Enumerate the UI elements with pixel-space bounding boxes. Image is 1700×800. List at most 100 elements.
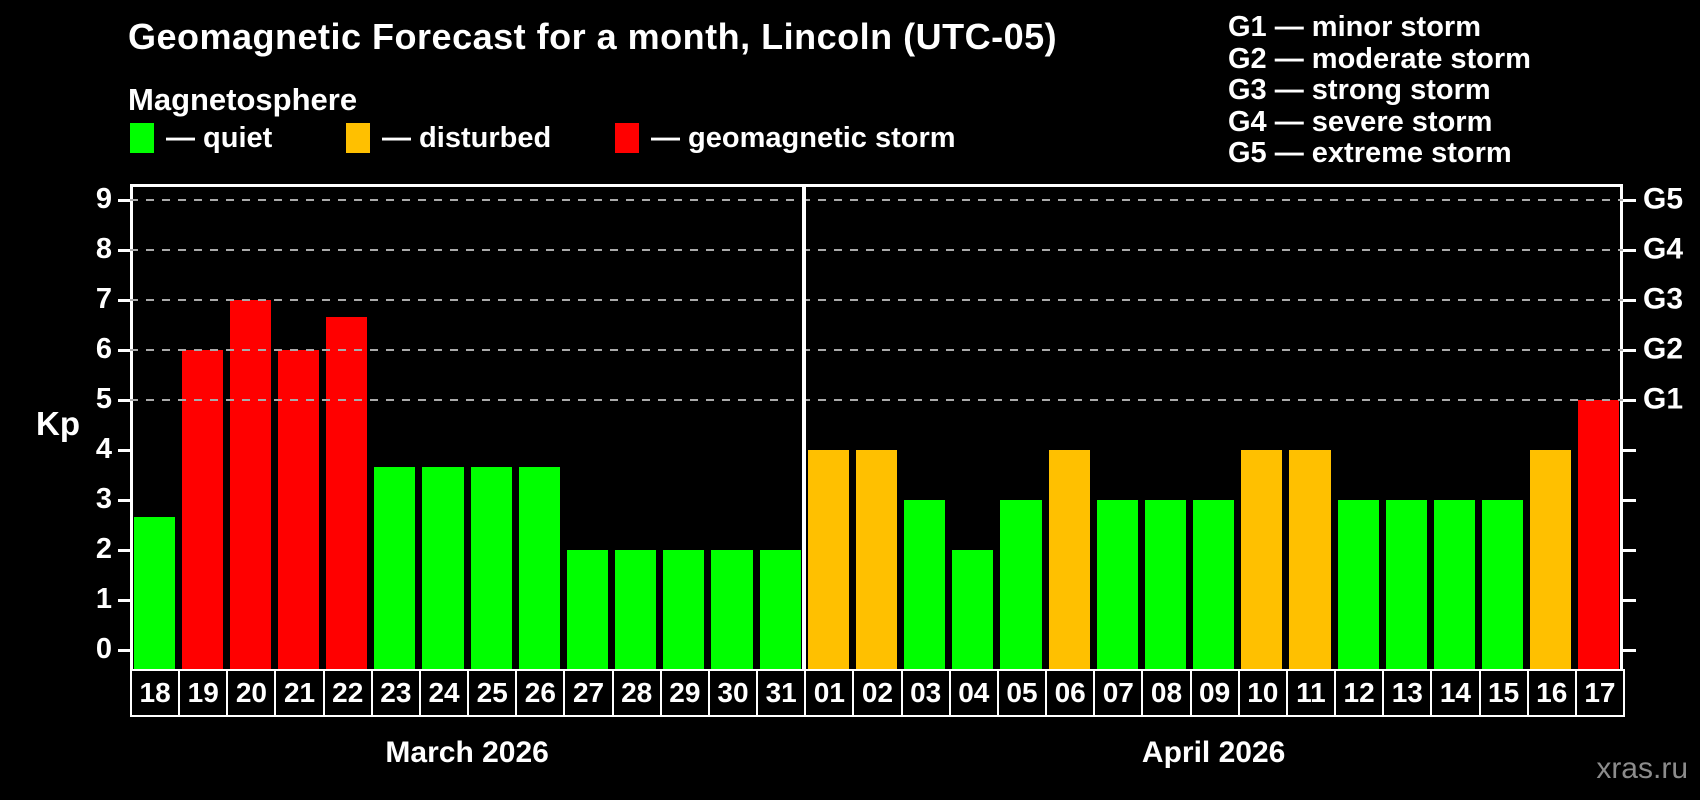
y-tick-label-4: 4	[95, 432, 112, 465]
y-tick-label-3: 3	[95, 482, 112, 515]
day-label-cell: 14	[1430, 669, 1481, 717]
legend-label-quiet: — quiet	[166, 121, 273, 154]
left-tick-9	[118, 199, 130, 202]
right-tick-4	[1623, 449, 1636, 452]
g-axis-label-g2: G2	[1643, 332, 1684, 366]
legend-label-storm: — geomagnetic storm	[651, 121, 956, 154]
kp-bar-day-11	[1289, 450, 1331, 669]
kp-bar-day-05	[1000, 500, 1042, 669]
month-label: April 2026	[1141, 736, 1286, 769]
kp-bar-day-16	[1530, 450, 1572, 669]
day-label-cell: 15	[1478, 669, 1529, 717]
month-separator	[802, 184, 807, 669]
day-label-cell: 03	[900, 669, 951, 717]
kp-bar-day-04	[952, 550, 994, 669]
right-tick-9	[1623, 199, 1636, 202]
day-label-cell: 31	[756, 669, 807, 717]
kp-bar-day-25	[470, 466, 512, 669]
right-tick-8	[1623, 249, 1636, 252]
left-tick-2	[118, 549, 130, 552]
kp-bar-day-17	[1578, 400, 1620, 669]
legend-swatch-quiet-icon	[130, 123, 154, 153]
right-tick-7	[1623, 299, 1636, 302]
g-scale-item: G2 — moderate storm	[1228, 42, 1531, 75]
left-tick-0	[118, 649, 130, 652]
g-scale-item: G3 — strong storm	[1228, 74, 1491, 106]
day-label-cell: 27	[563, 669, 614, 717]
grid-line-kp-5	[130, 399, 1623, 401]
kp-bar-day-06	[1048, 450, 1090, 669]
left-tick-6	[118, 349, 130, 352]
day-label-cell: 09	[1189, 669, 1240, 717]
g-scale-item: G4 — severe storm	[1228, 105, 1493, 138]
kp-bar-day-31	[759, 550, 801, 669]
kp-bar-day-23	[374, 466, 416, 669]
legend-swatch-storm-icon	[615, 123, 639, 153]
day-label-cell: 28	[611, 669, 662, 717]
g-axis-label-g5: G5	[1643, 182, 1684, 216]
plot-border-left	[130, 184, 133, 669]
day-label-cell: 01	[804, 669, 855, 717]
right-tick-0	[1623, 649, 1636, 652]
left-tick-5	[118, 399, 130, 402]
left-tick-1	[118, 599, 130, 602]
day-label-cell: 10	[1237, 669, 1288, 717]
kp-axis-title: Kp	[36, 405, 80, 442]
kp-bar-day-28	[615, 550, 657, 669]
kp-bar-day-13	[1385, 500, 1427, 669]
day-label-cell: 06	[1045, 669, 1096, 717]
g-scale-legend: G1 — minor storm G2 — moderate storm G3 — …	[1228, 11, 1531, 170]
left-tick-8	[118, 249, 130, 252]
day-label-cell: 12	[1334, 669, 1385, 717]
y-tick-label-7: 7	[95, 282, 112, 315]
legend-label-disturbed: — disturbed	[382, 121, 552, 154]
kp-bar-day-01	[807, 450, 849, 669]
day-label-cell: 13	[1382, 669, 1433, 717]
kp-bar-day-21	[277, 350, 320, 669]
right-tick-6	[1623, 349, 1636, 352]
kp-bar-day-03	[904, 500, 946, 669]
y-tick-label-6: 6	[95, 332, 112, 365]
left-tick-4	[118, 449, 130, 452]
day-label-cell: 02	[852, 669, 903, 717]
kp-bar-day-08	[1144, 500, 1187, 669]
kp-bar-day-09	[1193, 500, 1235, 669]
left-tick-7	[118, 299, 130, 302]
grid-line-kp-6	[130, 349, 1623, 351]
left-tick-3	[118, 499, 130, 502]
kp-bar-day-02	[855, 450, 898, 669]
day-label-cell: 04	[948, 669, 999, 717]
kp-bar-day-30	[711, 550, 753, 669]
magnetosphere-label: Magnetosphere	[128, 82, 358, 117]
kp-bar-day-24	[422, 466, 464, 669]
grid-line-kp-9	[130, 199, 1623, 201]
kp-bar-day-10	[1241, 450, 1283, 669]
y-tick-label-0: 0	[95, 632, 112, 665]
legend-item-quiet: — quiet	[130, 122, 272, 154]
day-label-cell: 26	[515, 669, 566, 717]
day-label-cell: 20	[226, 669, 277, 717]
day-label-cell: 08	[1141, 669, 1192, 717]
legend-item-storm: — geomagnetic storm	[615, 122, 956, 154]
page-title: Geomagnetic Forecast for a month, Lincol…	[128, 16, 1058, 57]
day-label-cell: 05	[996, 669, 1048, 717]
day-label-cell: 11	[1285, 669, 1337, 717]
plot-border-top	[130, 184, 1623, 187]
grid-line-kp-8	[130, 249, 1623, 251]
kp-bar-day-07	[1096, 500, 1138, 669]
month-label: March 2026	[385, 736, 549, 769]
day-label-cell: 29	[659, 669, 710, 717]
day-label-cell: 24	[418, 669, 470, 717]
day-label-cell: 17	[1574, 669, 1625, 717]
day-label-cell: 25	[467, 669, 518, 717]
kp-bar-day-19	[181, 350, 223, 669]
legend-item-disturbed: — disturbed	[346, 122, 551, 154]
kp-bar-day-26	[518, 466, 560, 669]
g-axis-label-g4: G4	[1643, 232, 1684, 266]
kp-bar-day-22	[326, 316, 368, 669]
watermark: xras.ru	[1596, 752, 1688, 785]
kp-bar-day-29	[663, 550, 705, 669]
day-label-cell: 19	[178, 669, 229, 717]
day-label-cell: 30	[707, 669, 759, 717]
